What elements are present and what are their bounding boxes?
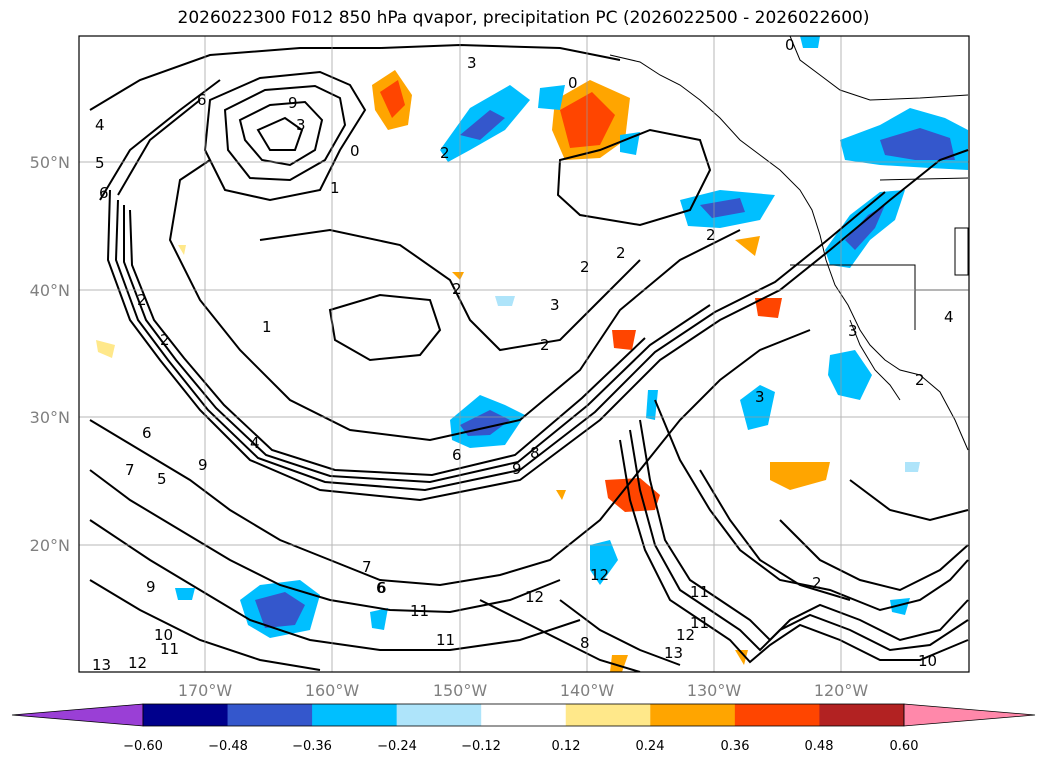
contour-label: 11 (410, 602, 429, 620)
contour-label: 3 (550, 296, 560, 314)
colorbar-bin (819, 704, 905, 726)
contour-label: 5 (157, 470, 167, 488)
colorbar-bin (143, 704, 229, 726)
contour-label: 9 (198, 456, 208, 474)
contour-label: 4 (944, 308, 954, 326)
contour-label: 13 (664, 644, 683, 662)
contour-label: 6 (197, 91, 207, 109)
contour-label: 2 (137, 291, 147, 309)
contour-label: 2 (580, 258, 590, 276)
contour-label: 2 (616, 244, 626, 262)
colorbar-bin (312, 704, 398, 726)
contour-label: 8 (530, 444, 540, 462)
contour-label: 9 (146, 578, 156, 596)
contour-label: 6 (142, 424, 152, 442)
contour-label: 13 (92, 656, 111, 674)
contour-label: 9 (512, 460, 522, 478)
lat-tick: 30°N (30, 408, 70, 427)
colorbar-tick-label: −0.12 (461, 739, 501, 754)
contour-label: 12 (590, 566, 609, 584)
contour-label: 11 (690, 583, 709, 601)
contour-label: 12 (525, 588, 544, 606)
contour-label: 6 (99, 184, 109, 202)
colorbar-tick-label: 0.12 (552, 739, 581, 754)
contour-label: 12 (676, 626, 695, 644)
contour-label: 0 (568, 74, 578, 92)
lat-tick: 50°N (30, 153, 70, 172)
colorbar-labels: −0.60 −0.48 −0.36 −0.24 −0.12 0.12 0.24 … (123, 739, 918, 754)
contour-labels: 3 4 6 5 6 9 0 3 1 2 0 0 2 2 2 2 1 2 3 2 … (92, 36, 954, 674)
colorbar-tick-label: 0.48 (805, 739, 834, 754)
contour-label: 2 (706, 226, 716, 244)
lon-tick: 160°W (305, 681, 360, 700)
contour-label: 9 (288, 94, 298, 112)
contour-label: 7 (125, 461, 135, 479)
colorbar-tick-label: 0.60 (890, 739, 919, 754)
contour-label: 2 (915, 371, 925, 389)
lon-tick: 130°W (687, 681, 742, 700)
colorbar-bin (650, 704, 736, 726)
colorbar-tick-label: −0.36 (292, 739, 332, 754)
colorbar-tick-label: 0.36 (721, 739, 750, 754)
lat-ticks: 50°N 40°N 30°N 20°N (30, 153, 70, 555)
lon-tick: 150°W (433, 681, 488, 700)
contour-label: 6 (377, 579, 387, 597)
contour-label: 4 (250, 434, 260, 452)
contour-label: 10 (918, 652, 937, 670)
contour-label: 6 (452, 446, 462, 464)
lon-tick: 140°W (560, 681, 615, 700)
colorbar-tick-label: −0.24 (377, 739, 417, 754)
colorbar-tick-label: −0.48 (208, 739, 248, 754)
lat-tick: 40°N (30, 281, 70, 300)
contour-label: 3 (755, 388, 765, 406)
contour-label: 4 (95, 116, 105, 134)
colorbar-frame (142, 703, 905, 727)
contour-label: 3 (848, 322, 858, 340)
contour-label: 0 (785, 36, 795, 54)
contour-label: 11 (436, 631, 455, 649)
contour-label: 2 (812, 574, 822, 592)
contour-label: 12 (128, 654, 147, 672)
colorbar-bin (227, 704, 313, 726)
contour-label: 7 (362, 558, 372, 576)
lon-tick: 170°W (178, 681, 233, 700)
contour-label: 2 (440, 144, 450, 162)
colorbar-tick-label: 0.24 (636, 739, 665, 754)
contour-label: 2 (160, 331, 170, 349)
colorbar-bin (481, 704, 567, 726)
contour-label: 2 (540, 336, 550, 354)
contour-label: 11 (160, 640, 179, 658)
colorbar-bin (396, 704, 482, 726)
lon-ticks: 170°W 160°W 150°W 140°W 130°W 120°W (178, 681, 869, 700)
map-plot-area: 3 4 6 5 6 9 0 3 1 2 0 0 2 2 2 2 1 2 3 2 … (79, 36, 969, 674)
contour-label: 3 (467, 54, 477, 72)
contour-label: 1 (262, 318, 272, 336)
contour-label: 3 (296, 116, 306, 134)
contour-label: 11 (690, 614, 709, 632)
lat-tick: 20°N (30, 536, 70, 555)
contour-label: 10 (154, 626, 173, 644)
contour-label: 1 (330, 179, 340, 197)
colorbar-extend-low (11, 703, 144, 727)
lon-tick: 120°W (814, 681, 869, 700)
colorbar-bin (734, 704, 820, 726)
colorbar-extend-high (903, 703, 1036, 727)
precip-shading (96, 36, 968, 672)
contour-label: 2 (452, 280, 462, 298)
qvapor-contours (89, 43, 969, 672)
contour-label: 6 (376, 579, 386, 597)
contour-label: 5 (95, 154, 105, 172)
graticule (79, 36, 969, 672)
contour-label: 8 (580, 634, 590, 652)
contour-label: 0 (350, 142, 360, 160)
map-frame (78, 35, 970, 673)
colorbar (11, 703, 1036, 727)
map-title: 2026022300 F012 850 hPa qvapor, precipit… (177, 8, 870, 28)
colorbar-bin (565, 704, 651, 726)
colorbar-tick-label: −0.60 (123, 739, 163, 754)
